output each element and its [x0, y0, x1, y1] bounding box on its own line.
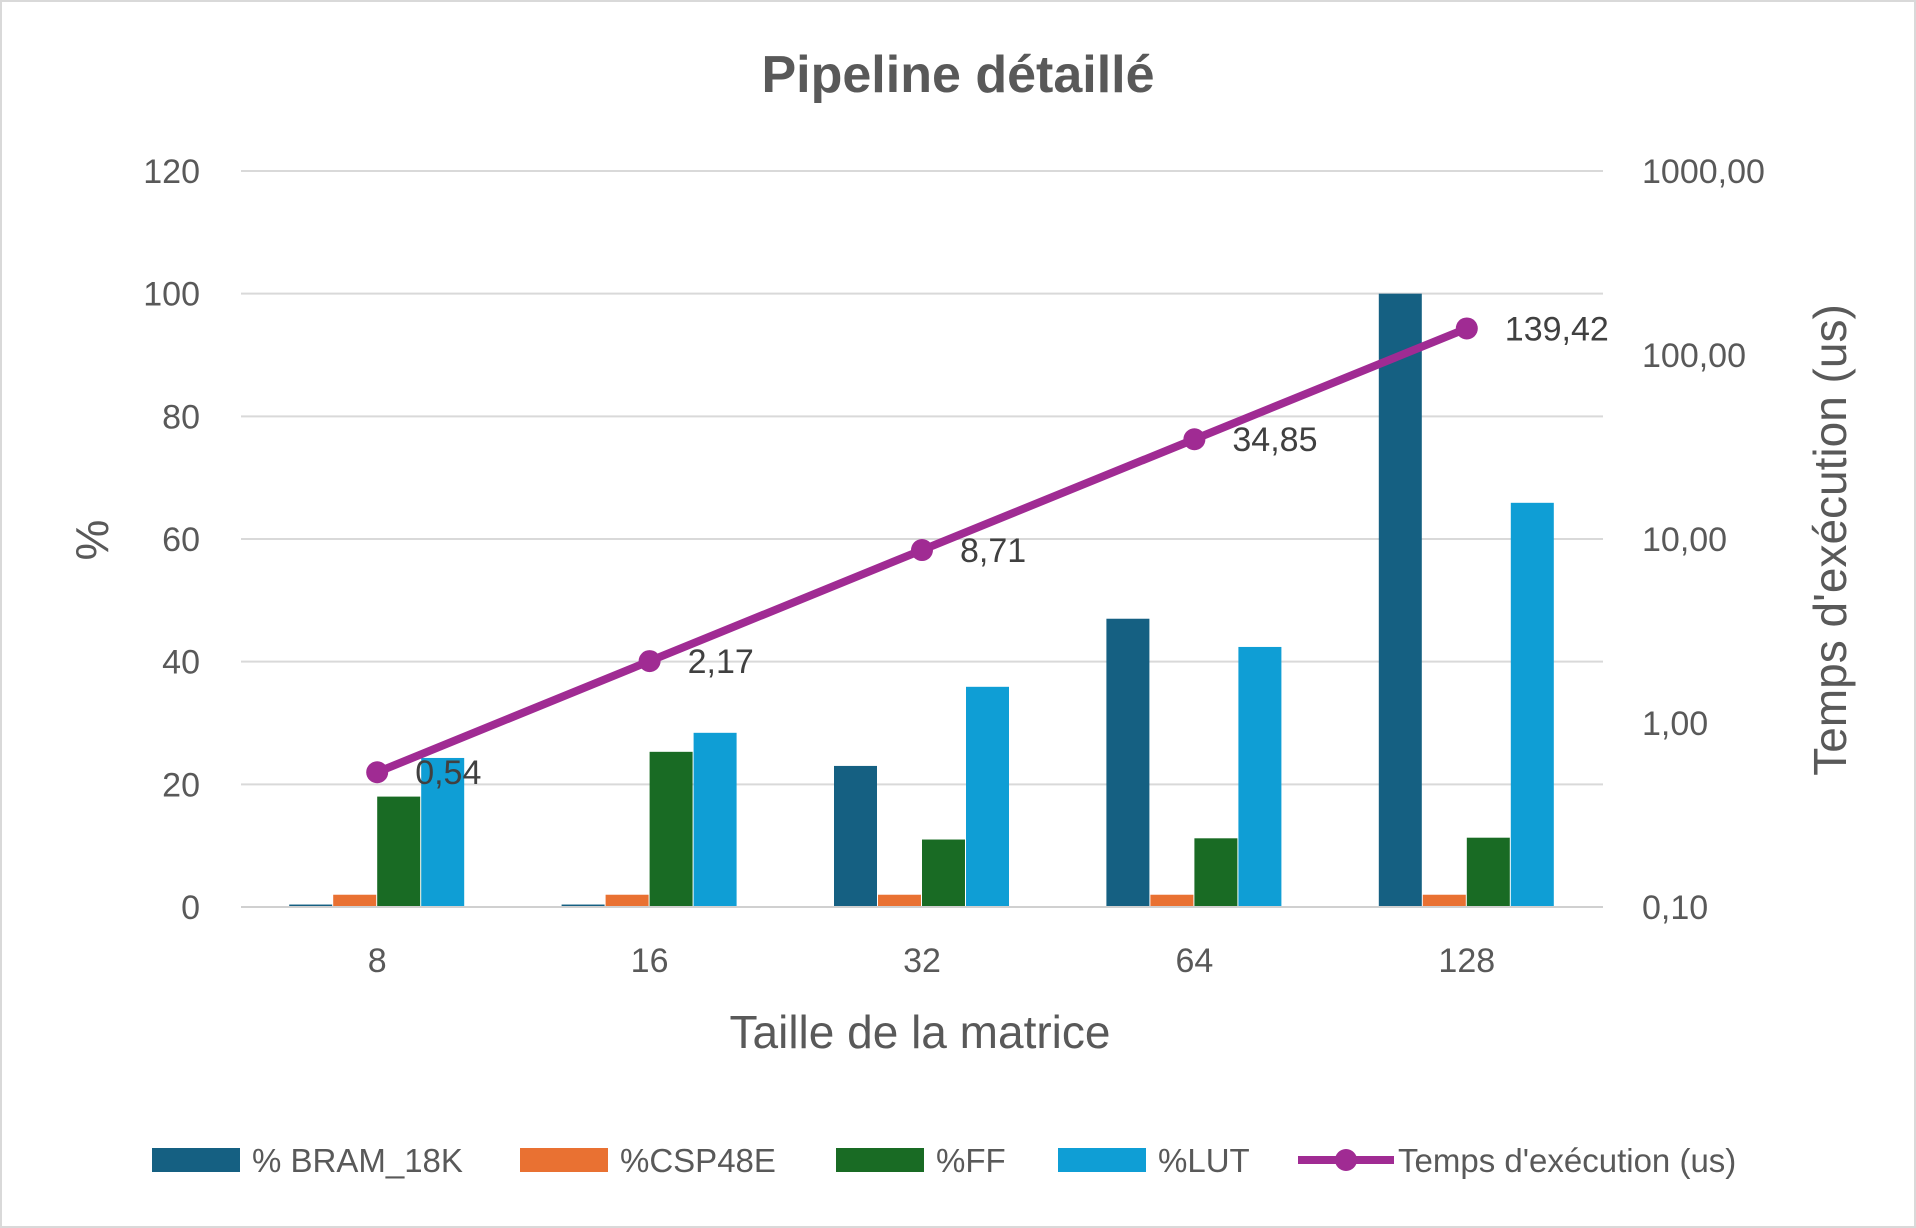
x-axis-ticks: 8 16 32 64 128 [368, 942, 1495, 980]
line-series: 0,54 2,17 8,71 34,85 139,42 [366, 310, 1609, 792]
y-axis-ticks: 0 20 40 60 80 100 120 [143, 153, 200, 927]
legend: % BRAM_18K %CSP48E %FF %LUT Temps d'exécutio… [152, 1142, 1736, 1179]
bar [1238, 646, 1282, 907]
legend-label: %FF [936, 1142, 1006, 1179]
line-point [638, 650, 661, 673]
bar [1194, 838, 1238, 907]
legend-marker [1335, 1149, 1357, 1171]
bar [605, 894, 649, 907]
bar [834, 765, 877, 907]
bar [1510, 502, 1554, 907]
bar [1378, 293, 1422, 908]
legend-swatch [520, 1148, 608, 1172]
y-tick-label: 40 [162, 644, 200, 682]
y-tick-label: 0 [181, 889, 200, 927]
legend-label: %CSP48E [620, 1142, 776, 1179]
line-point [911, 539, 933, 562]
x-tick-label: 8 [368, 942, 387, 980]
x-axis-title: Taille de la matrice [730, 1006, 1111, 1058]
data-label: 8,71 [960, 532, 1026, 570]
bar [693, 732, 737, 907]
bar [878, 894, 921, 907]
bar [561, 904, 605, 907]
data-label: 139,42 [1505, 310, 1609, 348]
y-axis-title: % [66, 520, 118, 561]
bar [649, 751, 693, 907]
bars [289, 293, 1554, 908]
y2-tick-label: 10,00 [1642, 521, 1727, 559]
bar [966, 686, 1009, 907]
bar [333, 894, 377, 907]
y-tick-label: 20 [162, 766, 200, 804]
line-point [1455, 317, 1478, 340]
line-point [1183, 428, 1206, 451]
legend-label: % BRAM_18K [252, 1142, 463, 1179]
bar [421, 757, 465, 907]
data-label: 0,54 [415, 754, 481, 792]
legend-swatch [152, 1148, 240, 1172]
bar [1106, 618, 1150, 907]
y2-axis-ticks: 0,10 1,00 10,00 100,00 1000,00 [1642, 153, 1765, 927]
y2-tick-label: 100,00 [1642, 337, 1746, 375]
bar [1422, 894, 1466, 907]
bar [922, 839, 965, 907]
legend-swatch [1058, 1148, 1146, 1172]
y-tick-label: 80 [162, 398, 200, 436]
line-point [366, 761, 389, 784]
legend-swatch [836, 1148, 924, 1172]
y2-axis-title: Temps d'exécution (us) [1804, 304, 1856, 776]
bar [289, 904, 333, 907]
y2-tick-label: 0,10 [1642, 889, 1708, 927]
y-tick-label: 100 [143, 276, 200, 314]
data-label: 2,17 [688, 643, 754, 681]
y-tick-label: 60 [162, 521, 200, 559]
bar [377, 796, 421, 907]
y-tick-label: 120 [143, 153, 200, 191]
x-tick-label: 16 [631, 942, 669, 980]
y2-tick-label: 1000,00 [1642, 153, 1765, 191]
bar [1466, 837, 1510, 907]
legend-label: %LUT [1158, 1142, 1250, 1179]
chart-title: Pipeline détaillé [761, 46, 1154, 104]
data-label: 34,85 [1232, 421, 1317, 459]
legend-label: Temps d'exécution (us) [1398, 1142, 1736, 1179]
x-tick-label: 64 [1175, 942, 1213, 980]
gridlines [241, 170, 1603, 786]
y2-tick-label: 1,00 [1642, 705, 1708, 743]
bar [1150, 894, 1194, 907]
x-tick-label: 128 [1438, 942, 1495, 980]
x-tick-label: 32 [903, 942, 941, 980]
